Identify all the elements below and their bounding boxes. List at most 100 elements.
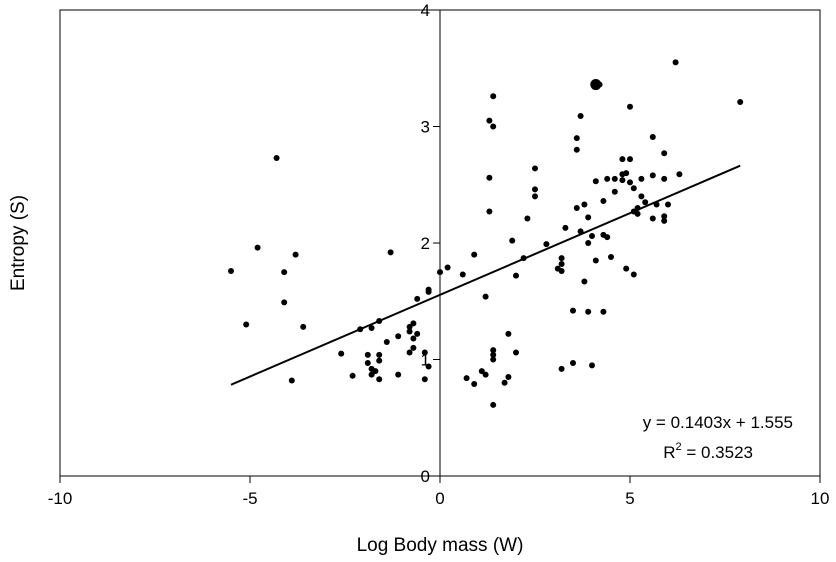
data-point (627, 156, 633, 163)
data-point (421, 349, 428, 356)
data-point (649, 133, 656, 140)
data-point (300, 323, 307, 330)
x-tick-label: 10 (811, 489, 830, 508)
data-point (558, 255, 565, 262)
data-point (490, 123, 497, 130)
data-point (630, 271, 637, 278)
data-point (604, 175, 611, 182)
data-point (425, 363, 432, 370)
x-axis-title: Log Body mass (W) (357, 535, 524, 556)
data-point (623, 265, 630, 272)
data-point (513, 349, 519, 356)
trendline (230, 164, 741, 386)
data-point (661, 213, 668, 220)
data-point (387, 249, 394, 256)
data-point (581, 278, 588, 285)
r2-prefix: R (663, 443, 675, 462)
data-point (376, 351, 383, 358)
data-point (509, 237, 516, 244)
data-point (376, 376, 383, 383)
data-point (532, 186, 538, 193)
data-point (364, 351, 371, 358)
data-point (414, 295, 421, 302)
data-point (585, 214, 592, 221)
y-tick-label: 4 (421, 1, 430, 20)
data-point (543, 241, 550, 248)
data-point (243, 321, 250, 328)
data-point (619, 177, 626, 184)
x-axis-ticks: -10 -5 0 5 10 (48, 476, 830, 508)
r2-suffix: = 0.3523 (682, 443, 753, 462)
data-point (589, 233, 595, 240)
data-point (372, 368, 379, 375)
y-tick-label: 2 (421, 234, 430, 253)
data-point (577, 113, 584, 120)
data-point (592, 257, 599, 264)
data-point (471, 251, 478, 258)
data-point (532, 193, 538, 200)
data-point (558, 260, 565, 267)
data-point (395, 371, 402, 378)
data-point (676, 171, 683, 178)
data-point (395, 333, 402, 340)
data-point (437, 269, 443, 276)
data-point (410, 320, 417, 327)
data-point (281, 269, 288, 276)
data-point (570, 307, 576, 314)
x-tick-label: -5 (242, 489, 257, 508)
data-point (425, 286, 432, 293)
data-point (254, 244, 261, 251)
data-point (406, 328, 413, 335)
data-point (486, 208, 493, 215)
data-point (406, 349, 413, 356)
data-point (368, 371, 375, 378)
data-point (661, 150, 668, 157)
data-point (501, 379, 508, 386)
data-point (273, 154, 280, 161)
x-tick-label: 0 (435, 489, 444, 508)
data-point (737, 99, 744, 106)
data-point (634, 210, 641, 217)
data-point (364, 359, 371, 366)
r2-superscript: 2 (676, 441, 682, 453)
data-point (600, 308, 607, 315)
y-tick-label: 1 (421, 351, 430, 370)
data-point (573, 146, 580, 153)
data-point (414, 330, 421, 337)
data-point (630, 185, 637, 192)
data-point (600, 198, 607, 205)
data-point (661, 175, 668, 182)
data-point (406, 323, 413, 330)
data-point (505, 330, 512, 337)
data-point (638, 193, 645, 200)
data-point (611, 188, 618, 195)
data-point (228, 267, 234, 274)
data-point (573, 135, 580, 142)
y-tick-label: 0 (421, 467, 430, 486)
data-point (627, 103, 633, 110)
data-point (471, 380, 478, 387)
data-point (532, 165, 538, 172)
data-point (608, 253, 614, 260)
data-point (444, 264, 451, 271)
trendline-equation: y = 0.1403x + 1.555 (643, 413, 793, 432)
data-point (649, 215, 656, 222)
data-point (292, 251, 299, 258)
data-point (573, 205, 580, 212)
data-point (585, 240, 592, 246)
data-point (490, 351, 497, 358)
data-point (486, 174, 493, 181)
data-point (410, 344, 417, 351)
data-point (592, 178, 599, 185)
data-point (505, 373, 512, 380)
data-point (649, 172, 656, 179)
data-point (410, 335, 417, 342)
data-point (482, 293, 489, 300)
data-points (228, 59, 744, 408)
data-point (490, 401, 497, 408)
data-point (623, 170, 630, 177)
data-point (338, 350, 345, 357)
data-point (486, 117, 493, 124)
data-point (619, 156, 626, 163)
